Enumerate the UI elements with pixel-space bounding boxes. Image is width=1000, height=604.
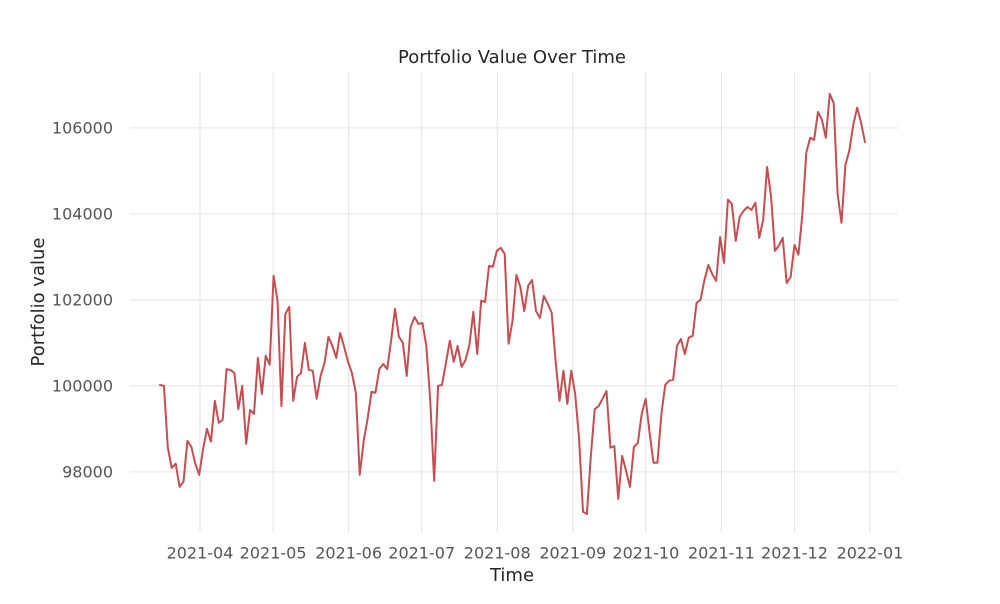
x-axis-label: Time — [489, 565, 534, 586]
x-tick-label: 2021-08 — [464, 544, 531, 563]
y-tick-label: 102000 — [52, 290, 113, 309]
x-tick-label: 2021-06 — [315, 544, 382, 563]
x-tick-label: 2021-09 — [539, 544, 606, 563]
data-line — [159, 92, 866, 515]
x-tick-label: 2021-12 — [761, 544, 828, 563]
x-tick-label: 2021-05 — [240, 544, 307, 563]
y-tick-label: 98000 — [62, 462, 113, 481]
x-tick-label: 2021-07 — [388, 544, 455, 563]
x-tick-label: 2022-01 — [837, 544, 904, 563]
chart-title: Portfolio Value Over Time — [398, 47, 626, 68]
ticks: 98000 100000 102000 104000 106000 2021-04 2021… — [52, 118, 904, 562]
x-tick-label: 2021-04 — [167, 544, 234, 563]
y-tick-label: 104000 — [52, 204, 113, 223]
x-tick-label: 2021-11 — [688, 544, 755, 563]
grid — [130, 72, 898, 532]
y-tick-label: 100000 — [52, 376, 113, 395]
y-axis-label: Portfolio value — [28, 238, 49, 367]
y-tick-label: 106000 — [52, 118, 113, 137]
plot — [159, 92, 866, 515]
x-tick-label: 2021-10 — [612, 544, 679, 563]
